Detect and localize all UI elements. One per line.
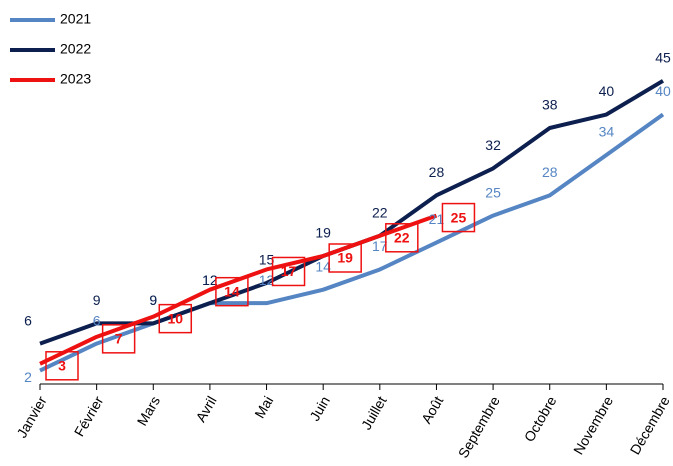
data-label-box xyxy=(45,351,79,381)
data-label: 25 xyxy=(485,184,501,200)
data-label: 22 xyxy=(394,229,410,245)
data-label: 17 xyxy=(372,238,388,254)
x-tick-label: Avril xyxy=(192,393,219,424)
data-label-box xyxy=(385,223,419,253)
data-label: 7 xyxy=(115,331,123,347)
x-tick-label: Mai xyxy=(251,393,276,421)
data-label: 2 xyxy=(24,369,32,385)
data-label: 34 xyxy=(599,124,615,140)
legend-label: 2023 xyxy=(60,71,91,87)
data-label: 12 xyxy=(259,272,275,288)
data-label: 25 xyxy=(451,209,467,225)
data-label: 21 xyxy=(429,211,445,227)
x-tick-label: Septembre xyxy=(455,393,503,460)
data-label-box xyxy=(271,256,306,287)
data-label: 45 xyxy=(655,50,671,66)
data-label: 28 xyxy=(542,164,558,180)
data-label: 6 xyxy=(24,312,32,328)
series-line xyxy=(39,112,665,373)
data-label: 40 xyxy=(599,83,615,99)
legend-label: 2021 xyxy=(60,11,91,27)
data-label: 32 xyxy=(485,137,501,153)
data-label: 19 xyxy=(315,225,331,241)
legend-label: 2022 xyxy=(60,41,91,57)
data-label-box xyxy=(101,324,136,354)
data-label-box xyxy=(158,303,193,334)
data-label: 6 xyxy=(93,312,101,328)
x-tick-label: Février xyxy=(71,393,107,439)
data-label: 12 xyxy=(202,272,218,288)
data-label: 14 xyxy=(315,258,331,274)
data-label: 40 xyxy=(655,83,671,99)
x-tick-label: Août xyxy=(418,393,446,426)
data-label: 9 xyxy=(149,292,157,308)
x-tick-label: Mars xyxy=(134,393,163,428)
data-label: 22 xyxy=(372,204,388,220)
x-tick-label: Juin xyxy=(306,393,333,423)
data-label-box xyxy=(215,276,249,307)
x-tick-label: Novembre xyxy=(570,393,616,457)
data-label: 19 xyxy=(337,250,353,266)
x-tick-label: Janvier xyxy=(13,393,50,440)
data-label: 38 xyxy=(542,97,558,113)
data-label: 9 xyxy=(93,292,101,308)
data-label: 12 xyxy=(202,272,218,288)
data-label: 14 xyxy=(224,283,240,299)
data-label: 3 xyxy=(58,357,66,373)
data-label-box xyxy=(328,243,362,273)
series-line xyxy=(39,213,438,366)
data-label: 17 xyxy=(281,263,297,279)
data-label: 28 xyxy=(429,164,445,180)
x-tick-label: Juillet xyxy=(358,393,390,432)
data-label-box xyxy=(441,202,476,233)
data-label: 15 xyxy=(259,252,275,268)
series-line xyxy=(39,79,665,346)
data-label: 9 xyxy=(149,292,157,308)
x-tick-label: Octobre xyxy=(521,393,560,444)
data-label: 10 xyxy=(167,310,183,326)
x-tick-label: Décembre xyxy=(627,393,673,457)
